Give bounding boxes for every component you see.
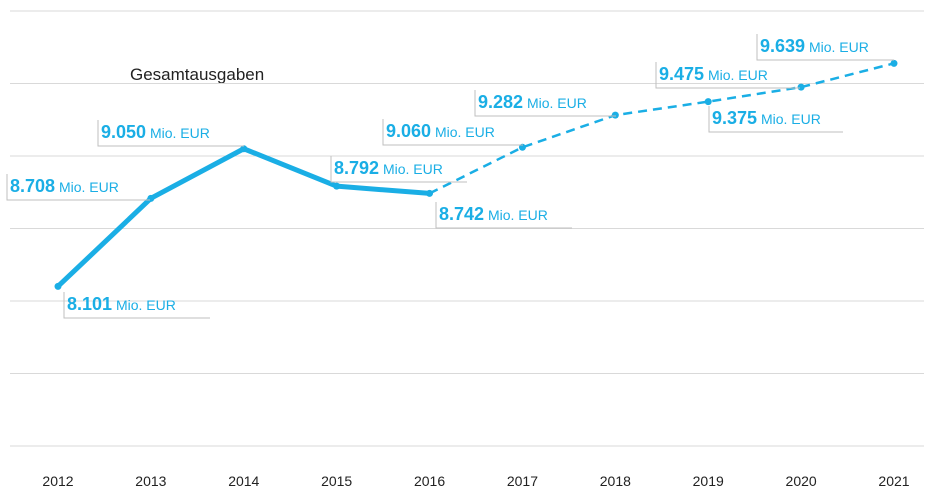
point — [333, 182, 341, 190]
label-bracket — [474, 90, 616, 117]
chart-title: Gesamtausgaben — [130, 65, 264, 84]
label-bracket — [382, 119, 523, 146]
x-tick-label: 2016 — [414, 473, 445, 489]
data-label-unit: Mio. EUR — [116, 297, 176, 313]
data-label: 8.708 Mio. EUR — [10, 176, 119, 196]
label-bracket — [6, 174, 150, 201]
data-label: 9.475 Mio. EUR — [659, 64, 768, 84]
point — [890, 59, 898, 67]
data-label: 9.050 Mio. EUR — [101, 122, 210, 142]
data-label-value: 8.708 — [10, 176, 55, 196]
point — [54, 282, 62, 290]
data-label: 9.639 Mio. EUR — [760, 36, 869, 56]
data-label-unit: Mio. EUR — [708, 67, 768, 83]
point — [518, 143, 526, 151]
data-label: 8.792 Mio. EUR — [334, 158, 443, 178]
data-label-value: 8.742 — [439, 204, 484, 224]
data-label-value: 9.375 — [712, 108, 757, 128]
data-label-unit: Mio. EUR — [527, 95, 587, 111]
point — [704, 98, 712, 106]
data-label-value: 8.101 — [67, 294, 112, 314]
label-bracket — [63, 292, 210, 319]
data-label-unit: Mio. EUR — [150, 125, 210, 141]
point — [147, 194, 155, 202]
data-label-value: 9.475 — [659, 64, 704, 84]
x-tick-label: 2013 — [135, 473, 166, 489]
label-bracket — [655, 62, 800, 89]
data-label-unit: Mio. EUR — [383, 161, 443, 177]
data-label: 9.060 Mio. EUR — [386, 121, 495, 141]
data-label-unit: Mio. EUR — [435, 124, 495, 140]
data-label-value: 9.050 — [101, 122, 146, 142]
label-bracket — [435, 202, 572, 229]
point — [797, 83, 805, 91]
point — [240, 145, 248, 153]
x-tick-label: 2020 — [786, 473, 817, 489]
data-label-unit: Mio. EUR — [809, 39, 869, 55]
data-label-value: 9.060 — [386, 121, 431, 141]
label-bracket — [97, 120, 244, 147]
x-tick-label: 2019 — [693, 473, 724, 489]
data-label-unit: Mio. EUR — [59, 179, 119, 195]
x-tick-label: 2021 — [878, 473, 909, 489]
label-bracket — [330, 156, 467, 183]
x-tick-label: 2015 — [321, 473, 352, 489]
x-tick-label: 2017 — [507, 473, 538, 489]
data-label-value: 8.792 — [334, 158, 379, 178]
point — [426, 189, 434, 197]
data-label: 8.101 Mio. EUR — [67, 294, 176, 314]
data-label-value: 9.282 — [478, 92, 523, 112]
data-label: 9.282 Mio. EUR — [478, 92, 587, 112]
data-label-value: 9.639 — [760, 36, 805, 56]
x-tick-label: 2018 — [600, 473, 631, 489]
forecast-line — [429, 62, 895, 195]
label-bracket — [756, 34, 894, 61]
data-label-unit: Mio. EUR — [488, 207, 548, 223]
x-tick-label: 2014 — [228, 473, 259, 489]
label-bracket — [708, 106, 843, 133]
data-label: 8.742 Mio. EUR — [439, 204, 548, 224]
x-tick-label: 2012 — [42, 473, 73, 489]
point — [611, 111, 619, 119]
data-label-unit: Mio. EUR — [761, 111, 821, 127]
data-label: 9.375 Mio. EUR — [712, 108, 821, 128]
